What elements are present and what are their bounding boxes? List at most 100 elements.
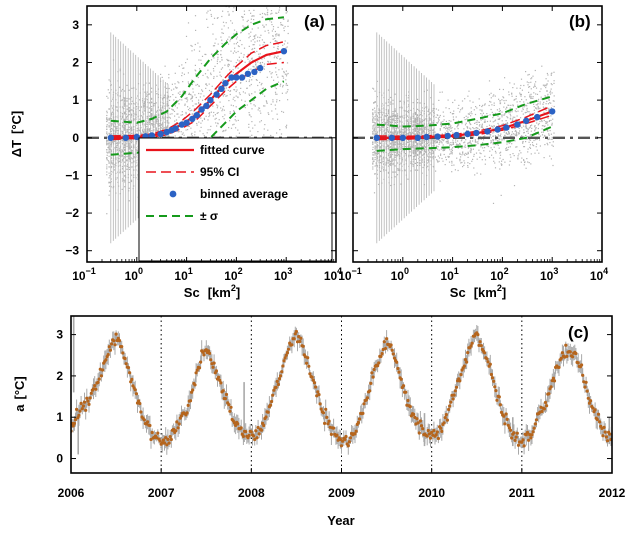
scatter-point bbox=[130, 140, 133, 142]
scatter-point bbox=[523, 164, 525, 166]
scatter-point bbox=[268, 32, 270, 34]
scatter-point bbox=[382, 126, 384, 128]
scatter-point bbox=[546, 100, 548, 102]
scatter-point bbox=[464, 119, 466, 121]
scatter-point bbox=[488, 104, 490, 107]
scatter-point bbox=[492, 121, 494, 123]
scatter-point bbox=[550, 133, 552, 135]
scatter-point bbox=[198, 103, 200, 105]
scatter-point bbox=[421, 154, 423, 156]
scatter-point bbox=[106, 128, 108, 130]
scatter-point bbox=[217, 53, 219, 56]
scatter-point bbox=[432, 109, 434, 111]
scatter-point bbox=[449, 124, 451, 126]
scatter-point bbox=[129, 160, 131, 162]
scatter-point bbox=[399, 143, 401, 145]
scatter-point bbox=[207, 69, 209, 71]
scatter-point bbox=[155, 127, 157, 129]
scatter-point bbox=[470, 107, 472, 109]
scatter-point bbox=[124, 128, 126, 130]
scatter-point bbox=[250, 103, 252, 105]
scatter-point bbox=[492, 135, 494, 137]
scatter-point bbox=[405, 159, 407, 161]
scatter-point bbox=[127, 115, 129, 117]
scatter-point bbox=[123, 127, 125, 129]
scatter-point bbox=[243, 26, 245, 29]
scatter-point bbox=[168, 96, 170, 98]
scatter-point bbox=[121, 115, 124, 117]
scatter-point bbox=[171, 113, 173, 115]
scatter-point bbox=[153, 116, 155, 118]
scatter-point bbox=[205, 87, 207, 89]
scatter-point bbox=[382, 140, 384, 142]
scatter-point bbox=[181, 72, 183, 74]
scatter-point bbox=[148, 122, 150, 124]
scatter-point bbox=[467, 95, 469, 97]
scatter-point bbox=[534, 125, 536, 127]
scatter-point bbox=[419, 164, 421, 166]
scatter-point bbox=[216, 112, 218, 114]
scatter-point bbox=[547, 80, 549, 82]
scatter-point bbox=[276, 50, 278, 52]
scatter-point bbox=[128, 154, 130, 156]
binned-point bbox=[163, 128, 170, 136]
scatter-point bbox=[194, 103, 196, 105]
scatter-point bbox=[146, 106, 148, 108]
scatter-point bbox=[187, 22, 190, 24]
scatter-point bbox=[467, 153, 469, 155]
scatter-point bbox=[212, 56, 214, 58]
scatter-point bbox=[271, 76, 273, 78]
scatter-point bbox=[253, 9, 255, 11]
scatter-point bbox=[250, 18, 252, 20]
scatter-point bbox=[553, 71, 555, 73]
scatter-point bbox=[387, 110, 390, 113]
scatter-point bbox=[461, 147, 463, 149]
scatter-point bbox=[458, 120, 460, 122]
scatter-point bbox=[396, 124, 399, 126]
scatter-point bbox=[379, 127, 381, 129]
scatter-point bbox=[409, 129, 411, 131]
scatter-point bbox=[486, 145, 488, 147]
scatter-point bbox=[387, 138, 390, 140]
scatter-point bbox=[161, 127, 163, 129]
a-panel-label: (a) bbox=[304, 12, 325, 31]
scatter-point bbox=[155, 111, 157, 113]
scatter-point bbox=[191, 50, 193, 52]
scatter-point bbox=[404, 130, 406, 132]
scatter-point bbox=[548, 133, 550, 135]
scatter-point bbox=[457, 169, 459, 172]
scatter-point bbox=[445, 125, 447, 127]
scatter-point bbox=[425, 140, 427, 142]
scatter-point bbox=[469, 135, 471, 137]
scatter-point bbox=[108, 155, 110, 157]
scatter-point bbox=[126, 84, 128, 86]
scatter-point bbox=[135, 114, 137, 116]
scatter-point bbox=[112, 111, 114, 113]
scatter-point bbox=[399, 146, 401, 148]
scatter-point bbox=[475, 144, 477, 146]
scatter-point bbox=[372, 166, 374, 168]
scatter-point bbox=[390, 161, 392, 163]
scatter-point bbox=[173, 88, 175, 90]
scatter-point bbox=[374, 141, 376, 143]
scatter-point bbox=[464, 162, 466, 164]
scatter-point bbox=[216, 107, 218, 109]
scatter-point bbox=[279, 85, 281, 87]
scatter-point bbox=[187, 72, 189, 74]
scatter-point bbox=[248, 123, 250, 125]
scatter-point bbox=[548, 109, 550, 111]
scatter-point bbox=[461, 123, 463, 125]
scatter-point bbox=[156, 118, 158, 120]
scatter-point bbox=[392, 151, 394, 153]
scatter-point bbox=[512, 133, 514, 135]
scatter-point bbox=[550, 73, 552, 75]
scatter-point bbox=[247, 24, 249, 27]
scatter-point bbox=[518, 121, 521, 123]
scatter-point bbox=[495, 139, 497, 141]
scatter-point bbox=[480, 173, 482, 175]
scatter-point bbox=[121, 151, 123, 153]
scatter-point bbox=[523, 159, 525, 162]
scatter-point bbox=[421, 172, 423, 174]
scatter-point bbox=[233, 29, 236, 31]
scatter-point bbox=[236, 31, 238, 33]
